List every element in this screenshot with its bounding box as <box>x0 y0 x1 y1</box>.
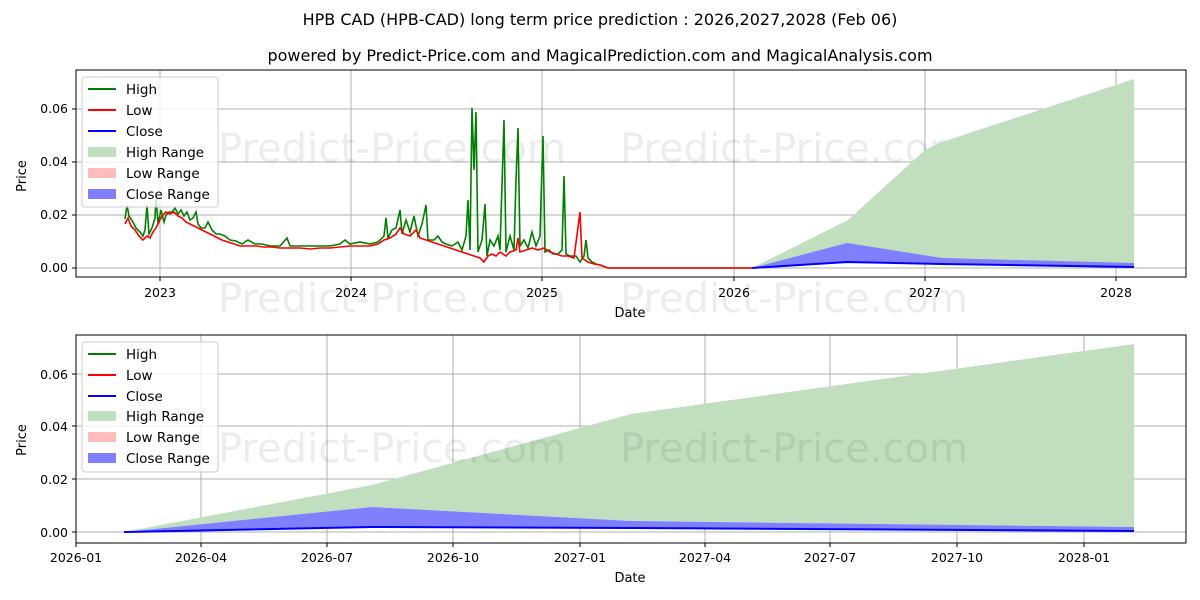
legend-label: Low Range <box>126 166 200 182</box>
bottom-y-ticks <box>72 373 76 533</box>
y-tick-label: 0.02 <box>40 472 68 487</box>
y-tick-label: 0.06 <box>40 101 68 116</box>
top-high-line <box>124 107 752 269</box>
watermark: Predict-Price.com <box>218 426 566 472</box>
y-axis-label: Price <box>15 160 30 192</box>
x-tick-label: 2027-07 <box>804 550 856 565</box>
x-tick-label: 2026-01 <box>50 550 102 565</box>
top-chart: Predict-Price.com Predict-Price.com Pred… <box>15 69 1187 322</box>
chart-subtitle: powered by Predict-Price.com and Magical… <box>267 46 933 65</box>
top-x-ticks <box>159 277 1117 281</box>
legend-label: Close <box>126 389 163 405</box>
x-tick-label: 2026-10 <box>427 550 479 565</box>
x-tick-label: 2026 <box>718 285 750 300</box>
y-tick-label: 0.04 <box>40 154 68 169</box>
x-axis-label: Date <box>614 571 645 586</box>
top-y-ticks <box>72 108 76 269</box>
y-tick-label: 0.02 <box>40 207 68 222</box>
bottom-close-range-area <box>124 507 1134 532</box>
legend-low-range-swatch <box>88 432 116 442</box>
x-tick-label: 2028 <box>1100 285 1132 300</box>
legend-label: Close <box>126 124 163 140</box>
x-tick-label: 2027-10 <box>931 550 983 565</box>
y-tick-label: 0.04 <box>40 419 68 434</box>
x-tick-label: 2027-04 <box>679 550 731 565</box>
y-tick-label: 0.00 <box>40 525 68 540</box>
watermark: Predict-Price.com <box>620 426 968 472</box>
bottom-close-line <box>123 525 1135 533</box>
legend-label: High <box>126 347 157 363</box>
legend-label: High Range <box>126 145 204 161</box>
top-low-line <box>124 211 752 269</box>
x-tick-label: 2027 <box>909 285 941 300</box>
legend-label: High <box>126 82 157 98</box>
x-axis-label: Date <box>614 306 645 321</box>
watermark: Predict-Price.com <box>218 126 566 172</box>
legend-high-range-swatch <box>88 147 116 157</box>
legend-label: Low <box>126 368 153 384</box>
bottom-legend: High Low Close High Range Low Range Clos… <box>81 341 219 473</box>
x-tick-label: 2025 <box>526 285 558 300</box>
y-tick-label: 0.00 <box>40 260 68 275</box>
x-tick-label: 2027-01 <box>554 550 606 565</box>
y-axis-label: Price <box>15 424 30 456</box>
legend-label: Close Range <box>126 187 210 203</box>
watermark: Predict-Price.com <box>620 276 968 322</box>
top-close-line <box>751 260 1135 269</box>
x-tick-label: 2023 <box>144 285 176 300</box>
bottom-x-ticks <box>75 543 1085 547</box>
legend-label: High Range <box>126 409 204 425</box>
x-tick-label: 2026-07 <box>301 550 353 565</box>
x-tick-label: 2028-01 <box>1058 550 1110 565</box>
legend-high-range-swatch <box>88 411 116 421</box>
legend-low-range-swatch <box>88 168 116 178</box>
legend-close-range-swatch <box>88 453 116 463</box>
legend-label: Low <box>126 103 153 119</box>
legend-label: Low Range <box>126 430 200 446</box>
legend-close-range-swatch <box>88 189 116 199</box>
bottom-high-range-area <box>124 344 1134 532</box>
y-tick-label: 0.06 <box>40 367 68 382</box>
watermark: Predict-Price.com <box>218 276 566 322</box>
top-high-range-area <box>752 79 1134 268</box>
top-legend: High Low Close High Range Low Range Clos… <box>81 76 219 208</box>
top-axes-frame <box>75 69 1187 278</box>
x-tick-label: 2026-04 <box>175 550 227 565</box>
bottom-chart: Predict-Price.com Predict-Price.com 0.00… <box>15 334 1187 586</box>
bottom-axes-frame <box>75 334 1187 544</box>
x-tick-label: 2024 <box>335 285 367 300</box>
chart-title: HPB CAD (HPB-CAD) long term price predic… <box>302 10 898 29</box>
legend-label: Close Range <box>126 451 210 467</box>
